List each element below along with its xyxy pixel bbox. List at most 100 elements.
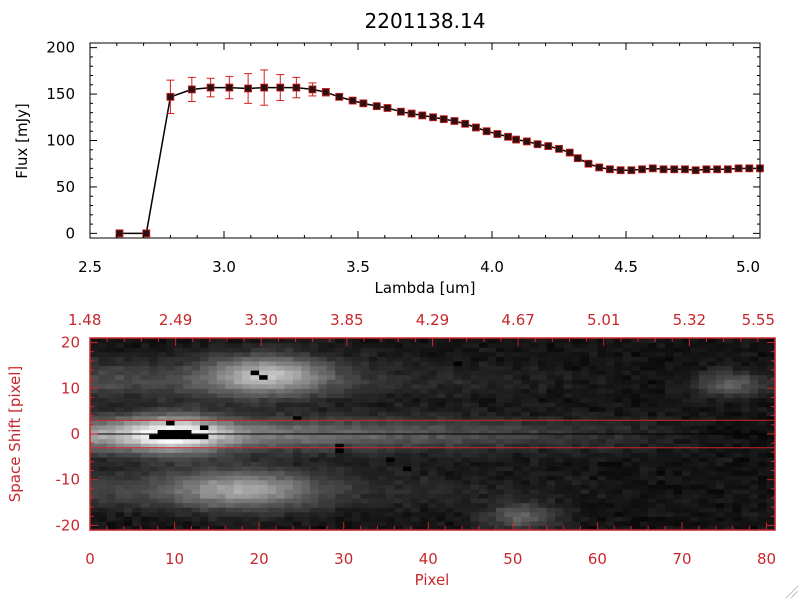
heatmap-cell: [470, 374, 480, 380]
heatmap-cell: [673, 461, 683, 467]
heatmap-cell: [453, 525, 463, 531]
heatmap-cell: [631, 347, 641, 353]
heatmap-cell: [106, 342, 116, 348]
heatmap-cell: [284, 360, 294, 367]
heatmap-cell: [512, 525, 522, 531]
heatmap-cell: [521, 488, 531, 495]
heatmap-cell: [495, 411, 505, 417]
heatmap-cell: [216, 370, 226, 376]
heatmap-cell: [301, 466, 311, 472]
heatmap-cell: [140, 507, 150, 513]
heatmap-cell: [309, 392, 319, 399]
heatmap-cell: [199, 379, 209, 385]
heatmap-cell: [132, 456, 142, 463]
heatmap-cell: [741, 374, 751, 380]
heatmap-cell: [487, 356, 497, 362]
heatmap-cell: [462, 374, 472, 380]
heatmap-cell: [360, 420, 370, 426]
heatmap-cell: [495, 447, 505, 453]
heatmap-cell: [538, 516, 548, 522]
heatmap-cell: [555, 466, 565, 472]
heatmap-cell: [191, 456, 201, 463]
heatmap-cell: [225, 411, 235, 417]
heatmap-cell: [479, 443, 489, 449]
heatmap-cell: [529, 475, 539, 481]
heatmap-cell: [631, 356, 641, 362]
heatmap-cell: [183, 470, 193, 476]
heatmap-cell: [377, 338, 387, 344]
heatmap-cell: [276, 443, 286, 449]
heatmap-cell: [597, 447, 607, 453]
heatmap-cell: [419, 374, 429, 380]
resize-grip-icon[interactable]: [785, 585, 799, 599]
data-point: [372, 102, 381, 111]
heatmap-cell: [487, 397, 497, 403]
heatmap-cell: [301, 429, 311, 435]
heatmap-cell: [360, 434, 370, 440]
heatmap-cell: [555, 411, 565, 417]
heatmap-cell: [301, 338, 311, 344]
heatmap-cell: [656, 411, 666, 417]
heatmap-cell: [369, 511, 379, 517]
heatmap-cell: [597, 360, 607, 367]
heatmap-cell: [123, 475, 133, 481]
heatmap-cell: [580, 516, 590, 522]
heatmap-cell: [292, 347, 303, 353]
heatmap-cell: [225, 525, 235, 531]
heatmap-cell: [377, 447, 387, 453]
heatmap-cell: [648, 411, 658, 417]
heatmap-cell: [445, 374, 455, 380]
heatmap-cell: [199, 520, 209, 527]
heatmap-cell: [301, 388, 311, 394]
heatmap-cell: [707, 466, 717, 472]
heatmap-cell: [301, 507, 311, 513]
heatmap-cell: [495, 397, 505, 403]
heatmap-cell: [123, 420, 133, 426]
heatmap-cell: [250, 406, 260, 412]
heatmap-cell: [732, 365, 742, 371]
heatmap-cell: [402, 470, 412, 476]
heatmap-cell: [665, 461, 675, 467]
heatmap-cell: [208, 365, 218, 371]
heatmap-cell: [766, 347, 776, 353]
heatmap-cell: [715, 397, 725, 403]
heatmap-cell: [479, 507, 489, 513]
heatmap-cell: [572, 388, 582, 394]
heatmap-cell: [191, 429, 201, 435]
heatmap-cell: [309, 479, 319, 485]
heatmap-cell: [301, 360, 311, 367]
heatmap-cell: [352, 438, 362, 444]
heatmap-cell: [741, 443, 751, 449]
heatmap-cell: [157, 466, 167, 472]
heatmap-cell: [741, 488, 751, 495]
heatmap-cell: [453, 383, 463, 389]
heatmap-cell: [123, 466, 133, 472]
heatmap-cell: [140, 438, 150, 444]
top-tick-label: 4.67: [501, 311, 534, 329]
heatmap-cell: [284, 438, 294, 444]
heatmap-cell: [724, 402, 734, 408]
data-point: [383, 104, 392, 112]
heatmap-cell: [90, 511, 100, 517]
heatmap-cell: [191, 338, 201, 344]
heatmap-cell: [174, 511, 184, 517]
heatmap-cell: [199, 351, 209, 357]
heatmap-cell: [301, 424, 311, 431]
heatmap-cell: [479, 397, 489, 403]
heatmap-cell: [369, 456, 379, 463]
heatmap-cell: [572, 424, 582, 431]
top-tick-label: 2.49: [159, 311, 192, 329]
heatmap-cell: [318, 411, 328, 417]
heatmap-cell: [588, 498, 599, 504]
heatmap-cell: [402, 415, 412, 421]
heatmap-cell: [436, 338, 446, 344]
heatmap-cell: [681, 406, 692, 412]
heatmap-cell: [419, 520, 429, 527]
heatmap-cell: [741, 360, 751, 367]
heatmap-cell: [385, 424, 396, 431]
heatmap-cell: [208, 470, 218, 476]
heatmap-cell: [267, 456, 277, 463]
heatmap-cell: [504, 475, 514, 481]
heatmap-cell: [90, 365, 100, 371]
heatmap-cell: [98, 356, 108, 362]
